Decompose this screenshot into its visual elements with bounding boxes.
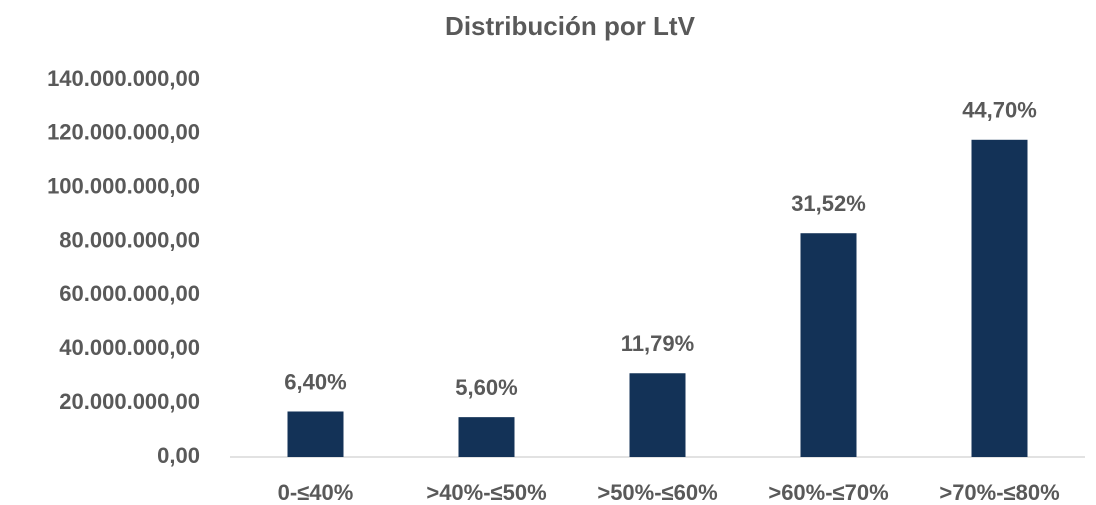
chart-title: Distribución por LtV [445,11,696,41]
y-tick-label: 60.000.000,00 [59,281,200,306]
y-tick-label: 80.000.000,00 [59,227,200,252]
x-tick-label: >60%-≤70% [768,480,888,505]
y-tick-label: 40.000.000,00 [59,335,200,360]
x-tick-label: 0-≤40% [278,480,354,505]
data-label: 6,40% [284,369,346,394]
x-tick-label: >50%-≤60% [597,480,717,505]
bar [800,233,857,457]
data-label: 5,60% [455,375,517,400]
bar [971,139,1028,457]
y-tick-label: 20.000.000,00 [59,389,200,414]
y-tick-label: 140.000.000,00 [47,66,200,91]
bar [458,417,515,457]
bar [287,411,344,457]
bar [629,373,686,457]
x-tick-label: >70%-≤80% [939,480,1059,505]
y-tick-label: 0,00 [157,443,200,468]
data-label: 11,79% [621,331,694,356]
data-label: 44,70% [962,98,1037,123]
y-tick-label: 100.000.000,00 [47,174,200,199]
y-tick-label: 120.000.000,00 [47,120,200,145]
data-label: 31,52% [791,191,866,216]
x-tick-label: >40%-≤50% [426,480,546,505]
